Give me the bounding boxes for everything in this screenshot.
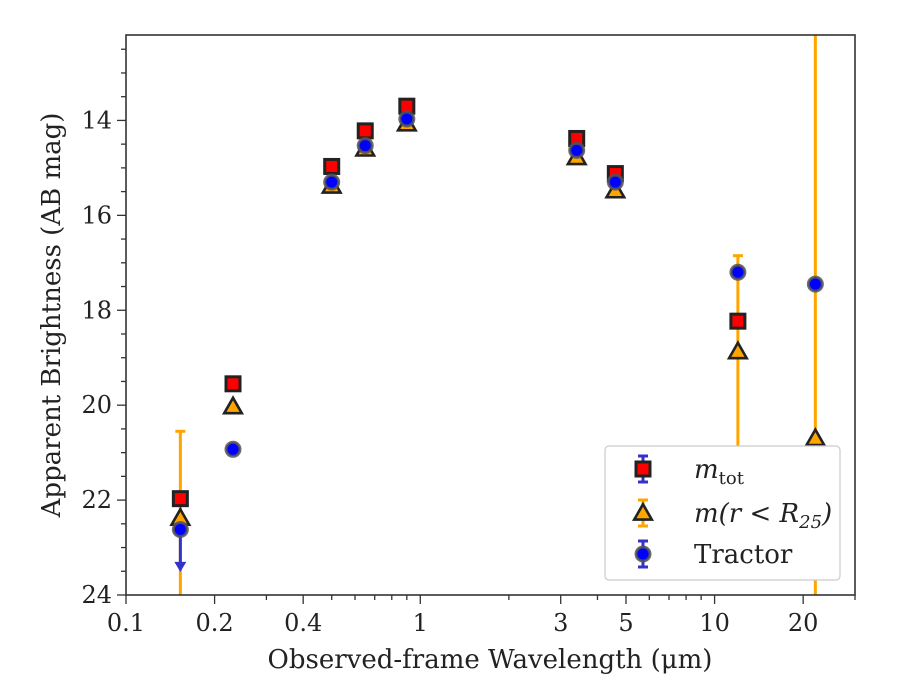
- x-tick-label: 10: [699, 609, 730, 637]
- upper-limit-arrow: [174, 561, 187, 572]
- legend-mr-tail: ): [821, 499, 832, 529]
- triangle-marker: [726, 340, 749, 360]
- plot-frame: [125, 34, 856, 596]
- legend-box: [604, 445, 841, 581]
- x-tick-label: 1: [413, 609, 428, 637]
- legend-label-mr: m(r < R25): [694, 499, 832, 533]
- circle-marker: [323, 173, 341, 191]
- circle-marker: [729, 263, 747, 281]
- data-markers: [169, 97, 827, 539]
- square-marker: [356, 122, 374, 140]
- y-tick-label: 14: [81, 106, 112, 134]
- triangle-marker: [631, 501, 655, 521]
- legend-mr-text: m(r < R: [694, 499, 799, 529]
- triangle-marker: [221, 395, 245, 415]
- legend-mr-sub: 25: [798, 512, 822, 533]
- legend-markers: [631, 454, 655, 569]
- y-tick-label: 16: [81, 201, 112, 229]
- y-tick-label: 24: [81, 581, 112, 609]
- legend-mtot-main: m: [694, 455, 719, 485]
- square-marker: [729, 312, 747, 330]
- x-tick-label: 5: [618, 609, 633, 637]
- circle-marker: [171, 521, 189, 539]
- legend-label-tractor: Tractor: [694, 540, 793, 570]
- legend-mtot-sub: tot: [719, 468, 745, 489]
- y-axis-title: Apparent Brightness (AB mag): [37, 113, 67, 519]
- axis-ticks: 0.1 0.2 0.4 1 3 5 10 20 14 16 18 20 22 24: [81, 48, 856, 637]
- circle-marker: [356, 137, 374, 155]
- circle-marker: [568, 141, 586, 159]
- y-tick-label: 20: [81, 391, 112, 419]
- square-marker: [634, 460, 652, 478]
- x-axis-title: Observed-frame Wavelength (μm): [268, 645, 713, 675]
- x-tick-label: 20: [788, 609, 819, 637]
- x-tick-label: 3: [553, 609, 568, 637]
- y-tick-label: 18: [81, 296, 112, 324]
- circle-marker: [806, 275, 824, 293]
- legend-label-mtot: mtot: [694, 455, 745, 489]
- circle-marker: [634, 545, 652, 563]
- legend: mtot m(r < R25) Tractor: [604, 445, 841, 581]
- x-tick-label: 0.2: [196, 609, 234, 637]
- y-tick-label: 22: [81, 486, 112, 514]
- square-marker: [323, 157, 341, 175]
- square-marker: [224, 375, 242, 393]
- triangle-marker: [804, 426, 827, 447]
- x-tick-label: 0.4: [284, 609, 322, 637]
- circle-marker: [398, 110, 416, 128]
- circle-marker: [224, 440, 242, 458]
- square-marker: [171, 490, 189, 508]
- circle-marker: [606, 173, 624, 191]
- x-tick-label: 0.1: [107, 609, 145, 637]
